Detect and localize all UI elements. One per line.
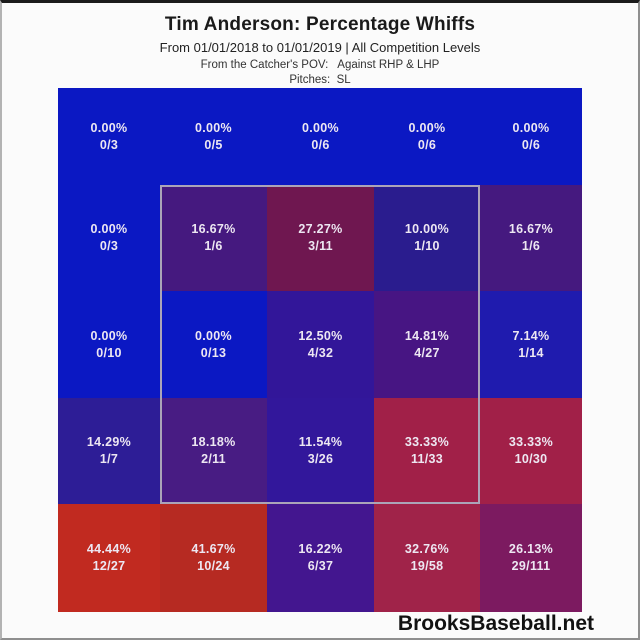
cell-percentage: 0.00% <box>408 120 446 135</box>
chart-subtitle-date-range: From 01/01/2018 to 01/01/2019 | All Comp… <box>159 40 481 55</box>
cell-percentage: 16.67% <box>508 222 554 237</box>
cell-fraction: 4/32 <box>307 345 334 360</box>
heatmap-cell: 26.13% 29/111 <box>480 504 582 612</box>
cell-percentage: 16.67% <box>191 222 236 237</box>
cell-fraction: 12/27 <box>92 559 126 573</box>
heatmap-cell: 0.00% 0/3 <box>58 88 160 185</box>
cell-fraction: 0/10 <box>96 345 122 360</box>
cell-percentage: 33.33% <box>508 435 554 450</box>
heatmap-cell: 16.22% 6/37 <box>267 504 374 612</box>
heatmap-cell: 16.67% 1/6 <box>480 185 582 291</box>
whiff-heatmap: 0.00% 0/3 0.00% 0/5 0.00% 0/6 0.00% 0/6 0.00% 0/6… <box>58 88 582 612</box>
cell-percentage: 0.00% <box>90 222 128 237</box>
cell-percentage: 7.14% <box>512 328 550 343</box>
cell-percentage: 12.50% <box>298 328 343 343</box>
heatmap-cell: 7.14% 1/14 <box>480 291 582 398</box>
cell-percentage: 18.18% <box>191 435 236 450</box>
cell-fraction: 4/27 <box>414 345 440 360</box>
cell-fraction: 1/10 <box>414 239 440 253</box>
cell-percentage: 27.27% <box>298 222 343 237</box>
chart-subtitle-pov: From the Catcher's POV: Against RHP & LH… <box>200 59 440 71</box>
cell-fraction: 0/5 <box>204 137 223 152</box>
cell-fraction: 3/26 <box>307 452 334 466</box>
heatmap-cell: 18.18% 2/11 <box>160 398 267 504</box>
chart-title: Tim Anderson: Percentage Whiffs <box>164 14 476 35</box>
chart-subtitle-pitches: Pitches: SL <box>289 74 351 86</box>
heatmap-cell: 32.76% 19/58 <box>374 504 480 612</box>
cell-fraction: 6/37 <box>307 559 334 573</box>
cell-fraction: 1/14 <box>518 345 544 360</box>
cell-percentage: 44.44% <box>86 542 132 557</box>
cell-percentage: 14.29% <box>86 435 132 450</box>
cell-percentage: 11.54% <box>298 435 343 450</box>
cell-percentage: 16.22% <box>298 542 343 557</box>
heatmap-cell: 27.27% 3/11 <box>267 185 374 291</box>
brand-watermark: BrooksBaseball.net <box>397 612 594 635</box>
cell-percentage: 0.00% <box>195 328 232 343</box>
cell-fraction: 19/58 <box>410 559 444 573</box>
cell-percentage: 41.67% <box>191 542 236 557</box>
heatmap-cell: 44.44% 12/27 <box>58 504 160 612</box>
cell-fraction: 10/30 <box>514 452 548 466</box>
heatmap-cell: 33.33% 10/30 <box>480 398 582 504</box>
cell-percentage: 10.00% <box>404 222 450 237</box>
heatmap-cell: 0.00% 0/6 <box>374 88 480 185</box>
cell-fraction: 1/6 <box>521 239 541 253</box>
heatmap-cell: 0.00% 0/3 <box>58 185 160 291</box>
cell-percentage: 26.13% <box>508 542 554 557</box>
cell-percentage: 0.00% <box>512 120 550 135</box>
cell-percentage: 32.76% <box>404 542 450 557</box>
heatmap-cell: 14.29% 1/7 <box>58 398 160 504</box>
heatmap-cell: 41.67% 10/24 <box>160 504 267 612</box>
heatmap-cell: 0.00% 0/5 <box>160 88 267 185</box>
heatmap-cell: 14.81% 4/27 <box>374 291 480 398</box>
cell-fraction: 29/111 <box>511 559 551 573</box>
heatmap-cell: 0.00% 0/6 <box>480 88 582 185</box>
cell-fraction: 0/6 <box>311 137 330 152</box>
heatmap-cell: 0.00% 0/6 <box>267 88 374 185</box>
heatmap-cell: 0.00% 0/10 <box>58 291 160 398</box>
heatmap-cell: 16.67% 1/6 <box>160 185 267 291</box>
cell-percentage: 0.00% <box>302 120 339 135</box>
heatmap-cell: 10.00% 1/10 <box>374 185 480 291</box>
cell-fraction: 0/3 <box>99 239 119 253</box>
cell-percentage: 0.00% <box>195 120 232 135</box>
chart-header: Tim Anderson: Percentage Whiffs From 01/… <box>2 14 638 86</box>
cell-fraction: 10/24 <box>197 559 230 573</box>
cell-fraction: 0/13 <box>200 345 227 360</box>
cell-fraction: 0/6 <box>521 137 541 152</box>
cell-fraction: 0/3 <box>99 137 119 152</box>
cell-percentage: 0.00% <box>90 120 128 135</box>
heatmap-cell: 33.33% 11/33 <box>374 398 480 504</box>
heatmap-cell: 12.50% 4/32 <box>267 291 374 398</box>
cell-percentage: 14.81% <box>404 328 450 343</box>
cell-fraction: 2/11 <box>201 452 226 466</box>
heatmap-cell: 0.00% 0/13 <box>160 291 267 398</box>
heatmap-cell: 11.54% 3/26 <box>267 398 374 504</box>
cell-fraction: 11/33 <box>410 452 444 466</box>
cell-fraction: 1/7 <box>99 452 119 466</box>
cell-fraction: 3/11 <box>308 239 333 253</box>
cell-fraction: 1/6 <box>204 239 223 253</box>
cell-percentage: 0.00% <box>90 328 128 343</box>
cell-fraction: 0/6 <box>417 137 437 152</box>
cell-percentage: 33.33% <box>404 435 450 450</box>
